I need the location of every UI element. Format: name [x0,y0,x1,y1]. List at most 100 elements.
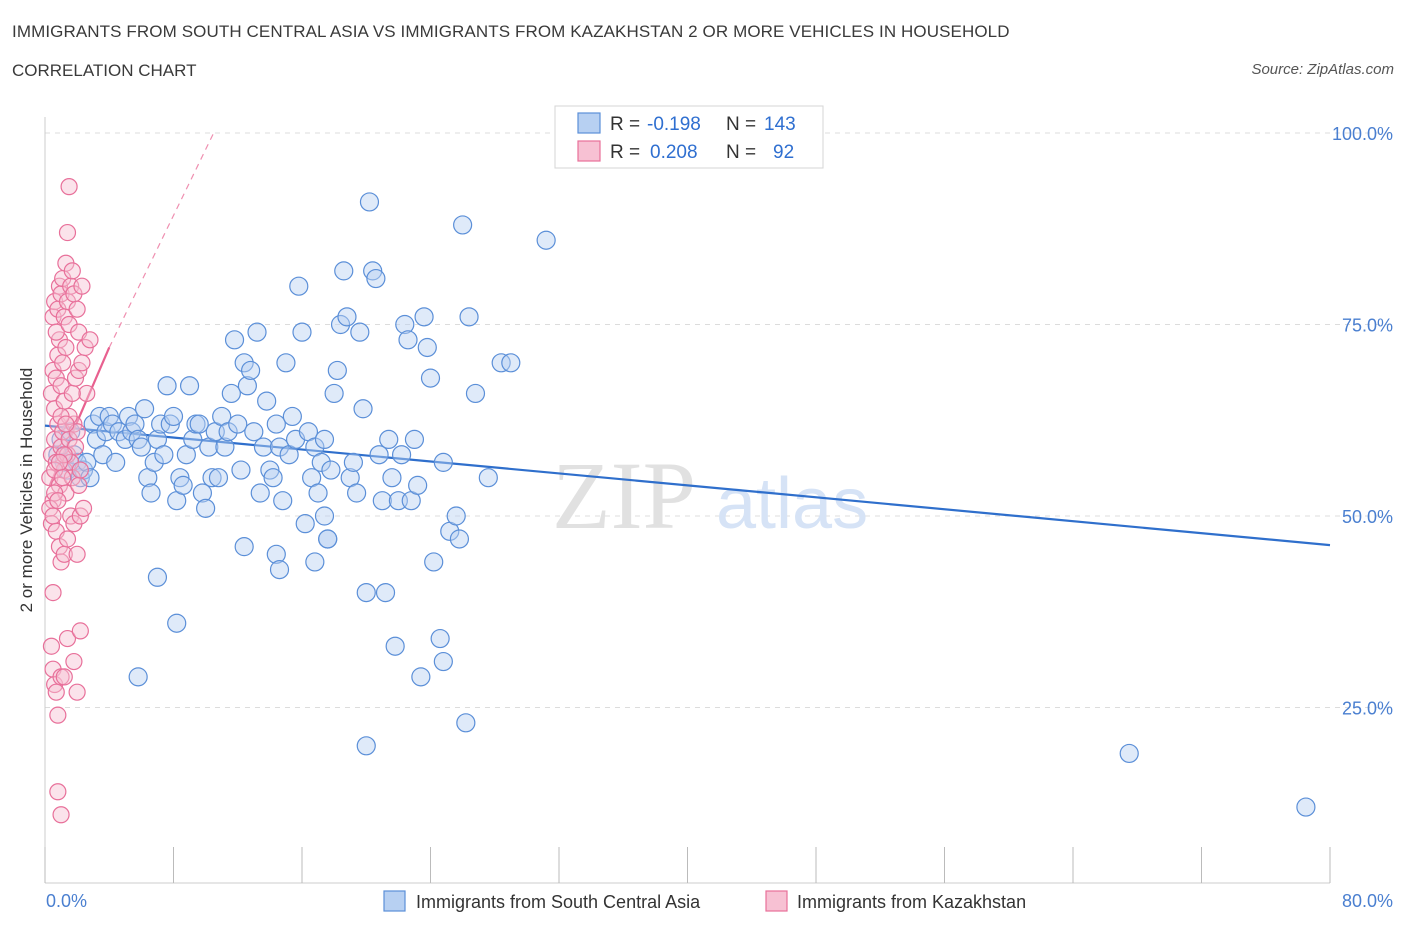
bottom-legend-label-1: Immigrants from South Central Asia [416,892,701,912]
data-point [337,307,357,327]
data-point [208,468,229,488]
legend-n-label-2: N = [726,142,756,163]
data-point [218,422,238,442]
data-point [73,354,91,372]
data-point [420,368,441,388]
data-point [221,383,241,404]
data-point [353,399,373,419]
data-point [189,414,209,434]
data-point [375,582,396,603]
data-point [55,668,73,686]
trend-line-kazakhstan [48,347,111,486]
trend-lines [44,132,1331,547]
data-point [65,652,83,671]
data-point [63,384,81,403]
series-legend: Immigrants from South Central Asia Immig… [383,890,1026,912]
chart-title: IMMIGRANTS FROM SOUTH CENTRAL ASIA VS IM… [12,22,1010,41]
data-point [224,330,245,350]
legend-n-value-2: 92 [773,142,794,163]
data-point [228,414,248,434]
data-point [260,460,280,480]
data-point [47,683,65,701]
legend-n-label-1: N = [726,114,756,135]
data-point [321,460,341,480]
data-point [269,560,290,580]
data-point [366,268,386,289]
data-point [414,307,434,327]
trend-line-kazakhstan-extension [108,132,215,348]
data-point [234,353,254,373]
correlation-legend: R = -0.198 N = 143 R = 0.208 N = 92 [554,105,824,169]
data-point [311,452,331,472]
data-point [379,429,399,449]
data-point [411,667,431,687]
data-point [404,429,425,449]
trend-line-south-central-asia [44,424,1331,547]
data-point [491,353,511,373]
data-point [424,552,444,572]
data-point [54,469,72,487]
data-point [78,384,96,403]
data-point [247,322,267,342]
data-point [60,178,78,196]
legend-swatch-blue [577,112,601,134]
data-point [324,383,344,404]
data-point [57,338,75,357]
data-point [154,445,174,465]
data-point [157,376,177,396]
bottom-legend-swatch-blue [383,890,406,912]
data-point [128,429,148,449]
data-point [449,529,470,549]
legend-n-value-1: 143 [764,114,796,135]
data-point [170,468,190,488]
bottom-legend-label-2: Immigrants from Kazakhstan [797,892,1026,912]
data-point [42,637,61,655]
data-point [363,261,383,281]
data-point [385,636,405,656]
data-point [58,223,77,242]
data-point [266,544,286,564]
data-point [49,706,67,724]
data-point [446,506,466,526]
data-point [44,507,62,525]
data-point [327,360,347,381]
legend-r-label-2: R = [610,142,640,163]
data-point [71,461,89,479]
data-point [273,491,293,511]
legend-r-value-1: -0.198 [647,114,701,135]
data-point [343,452,363,472]
data-point [347,483,367,503]
data-point [237,376,257,396]
data-point [128,667,148,687]
y-tick-label: 50.0% [1342,507,1393,527]
data-point [369,445,389,465]
data-point [52,806,70,824]
data-point [250,483,270,503]
data-point [478,468,498,488]
x-tick-label: 0.0% [46,891,87,911]
data-point [141,483,161,503]
chart-subtitle: CORRELATION CHART [12,61,197,80]
data-point [465,383,486,404]
data-point [202,468,222,488]
data-point [49,492,67,510]
data-point [453,215,473,235]
x-tick-label: 80.0% [1342,891,1393,911]
data-point [234,537,254,557]
data-point [266,414,286,434]
data-point [125,414,145,434]
y-tick-label: 75.0% [1342,316,1393,336]
data-point [47,323,65,341]
data-point [395,314,415,335]
data-point [382,468,402,488]
data-point [430,628,450,649]
series-south-central-asia [48,192,1316,817]
bottom-legend-swatch-pink [765,890,788,912]
data-point [63,262,81,280]
data-point [179,376,200,396]
watermark-atlas: atlas [716,464,868,544]
data-point [456,713,476,733]
data-point [167,613,187,633]
data-point [231,460,251,480]
